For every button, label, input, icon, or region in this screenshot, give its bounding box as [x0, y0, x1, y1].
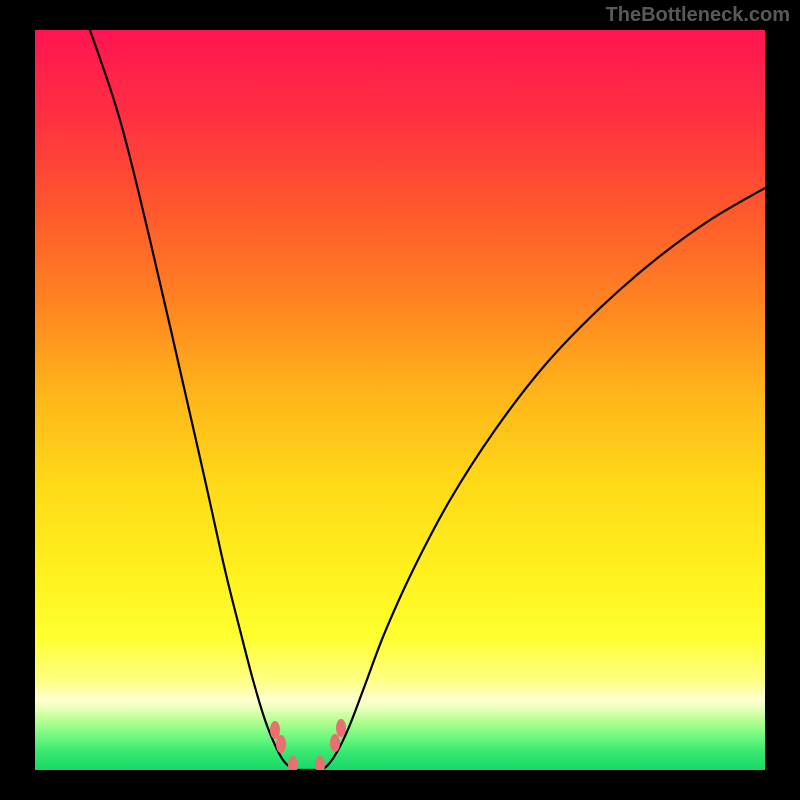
- data-marker: [336, 719, 346, 737]
- data-marker: [276, 735, 286, 753]
- plot-area: [35, 30, 765, 770]
- curve-layer: [35, 30, 765, 770]
- data-marker: [288, 756, 298, 770]
- marker-group: [270, 719, 346, 770]
- bottleneck-curve-right: [320, 188, 765, 770]
- bottleneck-curve-left: [90, 30, 297, 770]
- data-marker: [330, 734, 340, 752]
- data-marker: [315, 756, 325, 770]
- watermark-text: TheBottleneck.com: [606, 4, 790, 27]
